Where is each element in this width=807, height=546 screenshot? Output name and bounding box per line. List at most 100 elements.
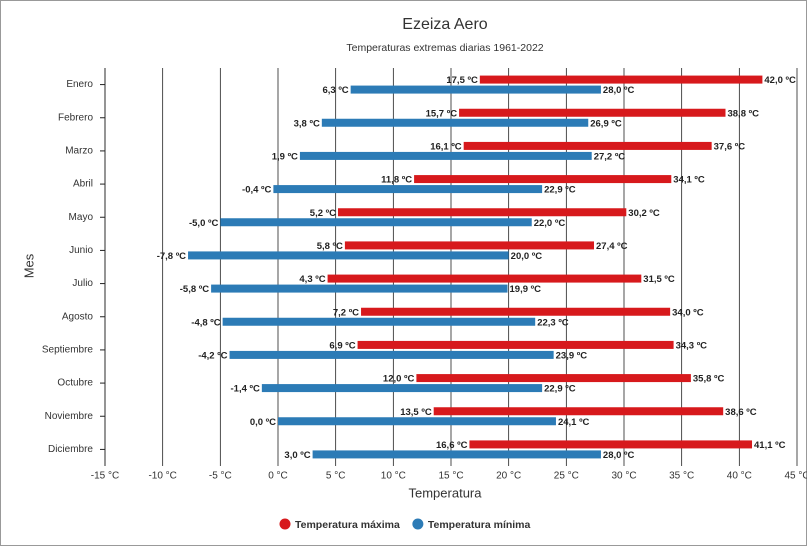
value-label: 30,2 ºC bbox=[628, 208, 660, 219]
value-label: 3,0 ºC bbox=[284, 450, 310, 461]
value-label: 1,9 ºC bbox=[272, 151, 298, 162]
y-tick-label: Junio bbox=[69, 245, 93, 256]
value-label: 6,3 ºC bbox=[322, 85, 348, 96]
bar bbox=[222, 317, 536, 326]
x-axis-label: Temperatura bbox=[409, 485, 483, 500]
y-tick-label: Febrero bbox=[58, 112, 93, 123]
value-label: 27,4 ºC bbox=[596, 241, 628, 252]
bar bbox=[361, 307, 671, 316]
value-label: -1,4 ºC bbox=[231, 384, 260, 395]
value-label: 26,9 ºC bbox=[590, 118, 622, 129]
bar bbox=[312, 450, 601, 459]
y-tick-label: Septiembre bbox=[42, 345, 94, 356]
bar bbox=[416, 374, 691, 383]
bar bbox=[433, 407, 724, 416]
bar bbox=[261, 384, 543, 393]
bar bbox=[273, 185, 543, 194]
value-label: 22,3 ºC bbox=[537, 317, 569, 328]
bar bbox=[469, 440, 753, 449]
value-label: 22,9 ºC bbox=[544, 384, 576, 395]
bar bbox=[327, 274, 642, 283]
value-label: 24,1 ºC bbox=[558, 417, 590, 428]
bar bbox=[278, 417, 556, 426]
bar bbox=[321, 118, 589, 127]
bar bbox=[479, 75, 763, 84]
value-label: 28,0 ºC bbox=[603, 85, 635, 96]
value-label: 34,1 ºC bbox=[673, 175, 705, 186]
bar bbox=[357, 340, 674, 349]
bar bbox=[350, 85, 601, 94]
value-label: 5,8 ºC bbox=[317, 241, 343, 252]
value-label: 16,6 ºC bbox=[436, 440, 468, 451]
bar bbox=[299, 151, 592, 160]
value-label: 34,3 ºC bbox=[676, 340, 708, 351]
x-tick-label: -10 °C bbox=[148, 471, 176, 482]
value-label: -0,4 ºC bbox=[242, 185, 271, 196]
x-tick-label: 15 °C bbox=[438, 471, 463, 482]
y-axis-label: Mes bbox=[21, 253, 36, 278]
value-label: 12,0 ºC bbox=[383, 374, 415, 385]
value-label: 17,5 ºC bbox=[446, 75, 478, 86]
value-label: 16,1 ºC bbox=[430, 141, 462, 152]
y-tick-label: Mayo bbox=[69, 212, 94, 223]
x-tick-label: 35 °C bbox=[669, 471, 694, 482]
value-label: 38,6 ºC bbox=[725, 407, 757, 418]
value-label: 20,0 ºC bbox=[511, 251, 543, 262]
value-label: 13,5 ºC bbox=[400, 407, 432, 418]
bar bbox=[220, 218, 532, 227]
value-label: 42,0 ºC bbox=[764, 75, 796, 86]
value-label: 37,6 ºC bbox=[714, 141, 746, 152]
y-tick-label: Julio bbox=[72, 278, 93, 289]
value-label: 5,2 ºC bbox=[310, 208, 336, 219]
value-label: 34,0 ºC bbox=[672, 307, 704, 318]
value-label: -7,8 ºC bbox=[157, 251, 186, 262]
bar bbox=[463, 141, 712, 150]
value-label: 41,1 ºC bbox=[754, 440, 786, 451]
x-tick-label: -5 °C bbox=[209, 471, 232, 482]
y-tick-label: Abril bbox=[73, 179, 93, 190]
x-tick-label: 10 °C bbox=[381, 471, 406, 482]
value-label: 6,9 ºC bbox=[329, 340, 355, 351]
value-label: 31,5 ºC bbox=[643, 274, 675, 285]
value-label: -4,2 ºC bbox=[198, 350, 227, 361]
y-tick-label: Diciembre bbox=[48, 444, 93, 455]
x-tick-label: 20 °C bbox=[496, 471, 521, 482]
legend-marker bbox=[412, 518, 424, 530]
x-tick-label: 0 °C bbox=[268, 471, 288, 482]
x-tick-label: -15 °C bbox=[91, 471, 119, 482]
value-label: 38,8 ºC bbox=[727, 108, 759, 119]
bar bbox=[211, 284, 508, 293]
bar bbox=[188, 251, 509, 260]
value-label: 19,9 ºC bbox=[510, 284, 542, 295]
value-label: 4,3 ºC bbox=[299, 274, 325, 285]
legend-label: Temperatura máxima bbox=[295, 519, 400, 531]
x-tick-label: 25 °C bbox=[554, 471, 579, 482]
x-tick-label: 5 °C bbox=[326, 471, 346, 482]
value-label: 22,9 ºC bbox=[544, 185, 576, 196]
value-label: 35,8 ºC bbox=[693, 374, 725, 385]
value-label: -5,0 ºC bbox=[189, 218, 218, 229]
y-tick-label: Noviembre bbox=[45, 411, 94, 422]
x-tick-label: 40 °C bbox=[727, 471, 752, 482]
chart-title: Ezeiza Aero bbox=[402, 16, 487, 33]
bar bbox=[459, 108, 726, 117]
legend-label: Temperatura mínima bbox=[428, 519, 531, 531]
value-label: 11,8 ºC bbox=[381, 175, 412, 186]
legend-marker bbox=[279, 518, 291, 530]
y-tick-label: Enero bbox=[66, 79, 93, 90]
bar bbox=[344, 241, 595, 250]
value-label: -4,8 ºC bbox=[191, 317, 220, 328]
value-label: 23,9 ºC bbox=[556, 350, 588, 361]
y-tick-label: Agosto bbox=[62, 311, 94, 322]
value-label: 15,7 ºC bbox=[426, 108, 458, 119]
y-tick-label: Octubre bbox=[57, 378, 93, 389]
bar bbox=[414, 175, 672, 184]
value-label: -5,8 ºC bbox=[180, 284, 209, 295]
chart-subtitle: Temperaturas extremas diarias 1961-2022 bbox=[346, 42, 543, 54]
x-tick-label: 45 °C bbox=[784, 471, 807, 482]
bar bbox=[337, 208, 627, 217]
value-label: 27,2 ºC bbox=[594, 151, 626, 162]
value-label: 3,8 ºC bbox=[294, 118, 320, 129]
value-label: 7,2 ºC bbox=[333, 307, 359, 318]
